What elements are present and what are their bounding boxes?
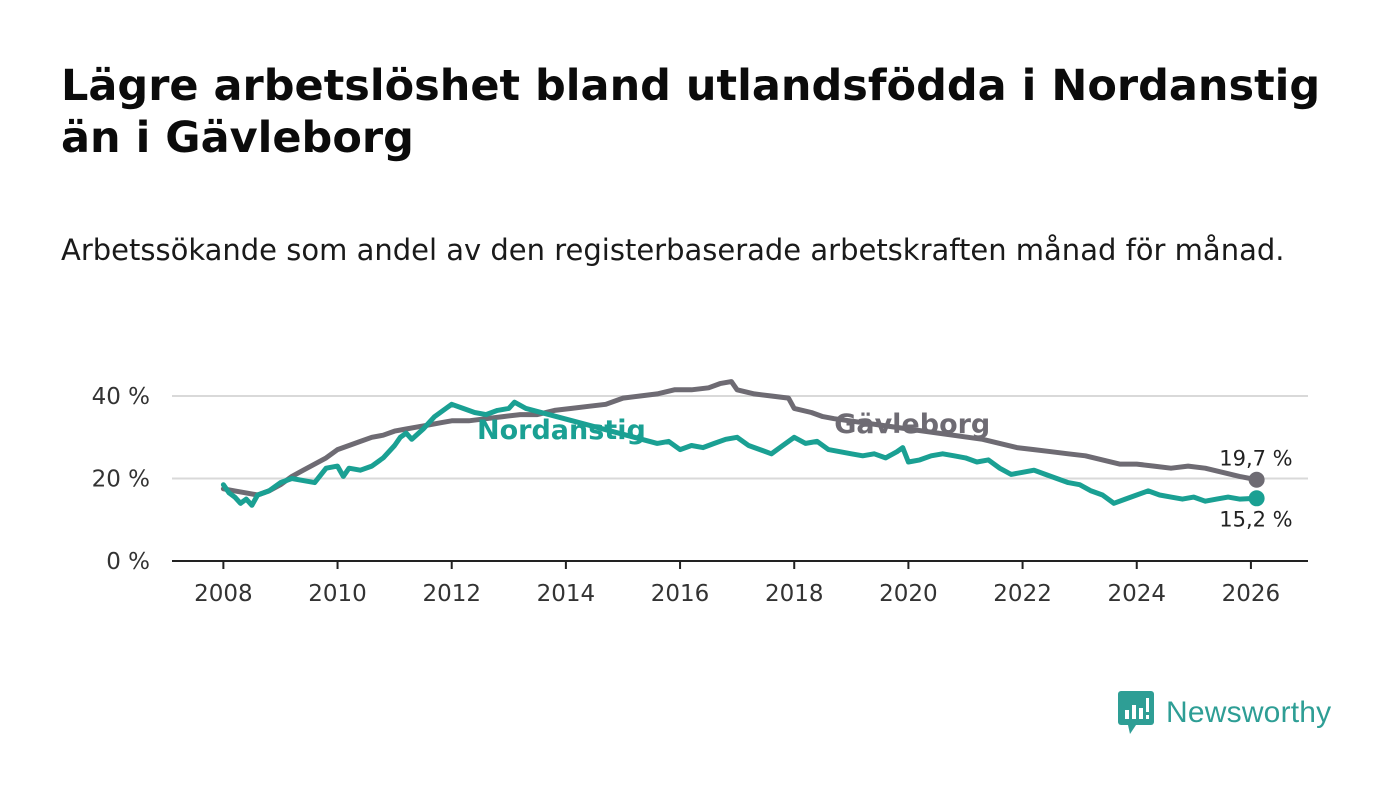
g-vleborg-line <box>220 379 1260 498</box>
line-chart: 0 % 20 % 40 % 2008 2010 2012 2014 2016 2018 2020 2… <box>92 379 1308 607</box>
x-tick-label: 2014 <box>537 581 596 607</box>
gavleborg-end-value: 19,7 % <box>1219 447 1292 471</box>
x-tick-label: 2024 <box>1107 581 1166 607</box>
chart-subtitle: Arbetssökande som andel av den registerb… <box>61 233 1285 267</box>
x-tick-label: 2010 <box>308 581 367 607</box>
x-tick-label: 2026 <box>1222 581 1281 607</box>
grid-lines <box>172 395 1308 480</box>
nordanstig-end-point <box>1248 490 1265 507</box>
newsworthy-logo-icon <box>1118 691 1154 734</box>
x-tick-label: 2008 <box>194 581 253 607</box>
newsworthy-logo: Newsworthy <box>1118 690 1331 736</box>
x-tick-label: 2018 <box>765 581 824 607</box>
y-tick-label: 0 % <box>106 549 150 575</box>
nordanstig-end-value: 15,2 % <box>1219 507 1292 531</box>
series-lines <box>220 379 1265 508</box>
nordanstig-line <box>220 399 1260 508</box>
x-tick-label: 2012 <box>422 581 481 607</box>
y-tick-label: 40 % <box>92 384 150 410</box>
axes: 0 % 20 % 40 % 2008 2010 2012 2014 2016 2018 2020 2… <box>92 384 1308 607</box>
nordanstig-series-label: Nordanstig <box>477 415 646 446</box>
brand-name: Newsworthy <box>1166 696 1332 729</box>
gavleborg-series-label: Gävleborg <box>834 409 990 440</box>
series-labels: Gävleborg Nordanstig 19,7 % 15,2 % <box>477 409 1293 531</box>
x-tick-label: 2020 <box>879 581 938 607</box>
chart-title: Lägre arbetslöshet bland utlandsfödda i … <box>61 61 1321 163</box>
y-tick-label: 20 % <box>92 467 150 493</box>
x-tick-label: 2022 <box>993 581 1052 607</box>
x-tick-label: 2016 <box>651 581 710 607</box>
g-vleborg-end-point <box>1248 471 1265 488</box>
